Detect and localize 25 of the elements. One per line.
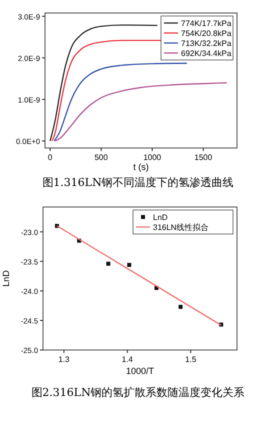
point <box>106 262 110 266</box>
y-axis-title: LnD <box>1 270 11 287</box>
x-tick-label: 1000 <box>143 153 162 162</box>
legend-label: 754K/20.8kPa <box>181 29 232 38</box>
legend-label: 316LN线性拟合 <box>153 223 209 232</box>
point <box>178 304 183 309</box>
text: 图1.316LN钢不同温度下的氢渗透曲线 <box>42 176 234 189</box>
text: 图2.316LN钢的氢扩散系数随温度变化关系 <box>31 386 245 399</box>
x-tick-label: 0 <box>48 153 53 162</box>
point <box>127 262 132 267</box>
legend-label: LnD <box>153 213 168 222</box>
line-series <box>54 82 228 142</box>
x-tick-label: 1.4 <box>122 355 134 364</box>
x-tick-label: 1.3 <box>58 355 70 364</box>
x-tick-label: 500 <box>94 153 108 162</box>
line-series <box>52 40 164 142</box>
line-series <box>54 62 188 142</box>
legend-label: 713K/32.2kPa <box>181 39 232 48</box>
x-axis-title: t (s) <box>133 162 149 172</box>
x-tick-label: 1500 <box>194 153 213 162</box>
x-tick-label: 1.5 <box>185 355 197 364</box>
line-series <box>50 24 158 142</box>
legend-label: 774K/17.7kPa <box>181 19 232 28</box>
x-axis-title: 1000/T <box>126 366 155 376</box>
legend-label: 692K/34.4kPa <box>181 49 232 58</box>
